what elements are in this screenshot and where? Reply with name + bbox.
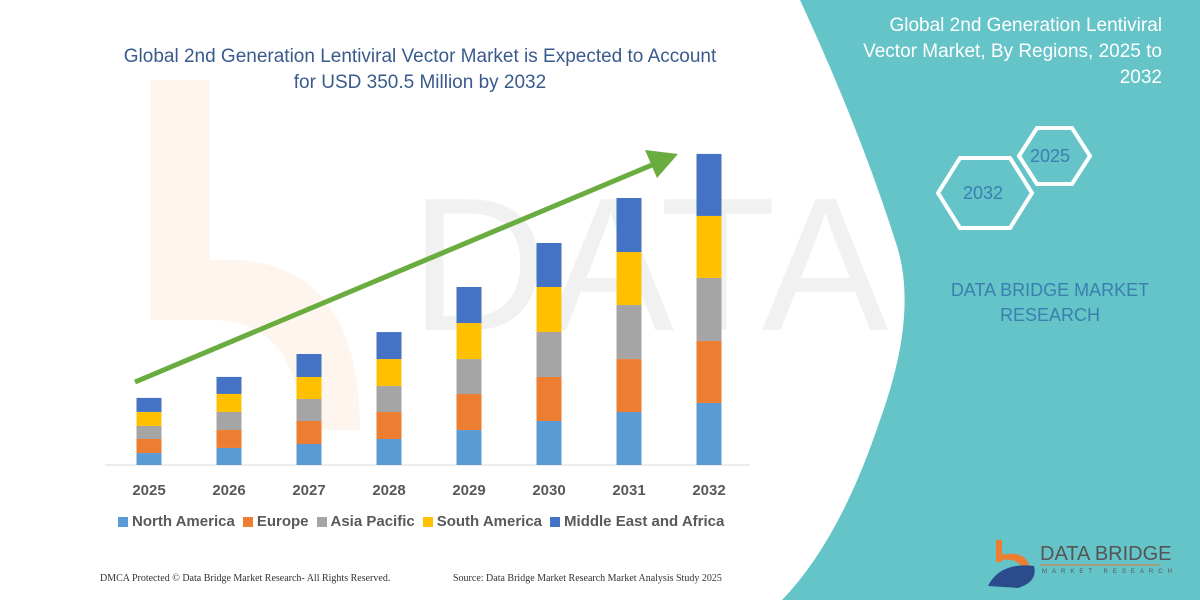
hexagon-2025: [1016, 126, 1093, 186]
bar-segment-south-america-2027: [296, 376, 322, 399]
legend-label: Europe: [256, 513, 309, 530]
bar-segment-asia-pacific-2031: [616, 305, 642, 360]
bar-segment-middle-east-and-africa-2028: [376, 332, 402, 360]
legend-label: Asia Pacific: [330, 513, 415, 530]
bar-segment-north-america-2026: [216, 447, 242, 465]
teal-panel: [782, 0, 1200, 600]
bar-segment-north-america-2029: [456, 430, 482, 465]
bar-segment-south-america-2029: [456, 323, 482, 360]
bar-segment-north-america-2031: [616, 412, 642, 465]
bar-segment-europe-2031: [616, 359, 642, 413]
x-tick-label: 2032: [692, 482, 725, 499]
panel-title: Global 2nd Generation Lentiviral Vector …: [863, 15, 1162, 88]
x-tick-label: 2026: [212, 482, 245, 499]
legend-label: South America: [436, 513, 543, 530]
bar-segment-asia-pacific-2027: [296, 398, 322, 421]
bar-segment-south-america-2030: [536, 287, 562, 332]
hexagon-2032: [935, 156, 1035, 230]
x-tick-label: 2027: [292, 482, 325, 499]
legend-item: Asia Pacific: [316, 513, 415, 530]
watermark: DATA: [150, 80, 889, 430]
legend-item: North America: [118, 513, 235, 530]
bar-segment-middle-east-and-africa-2025: [136, 397, 162, 412]
bar-segment-asia-pacific-2032: [696, 277, 722, 341]
legend-swatch: [550, 516, 561, 527]
legend-item: Middle East and Africa: [550, 513, 724, 530]
bar-segment-middle-east-and-africa-2027: [296, 353, 322, 377]
trend-arrow-head-icon: [645, 150, 678, 178]
bar-segment-middle-east-and-africa-2030: [536, 242, 562, 288]
svg-text:DATA: DATA: [410, 159, 889, 371]
bar-segment-europe-2025: [136, 439, 162, 454]
legend-swatch: [422, 516, 433, 527]
bar-segment-europe-2032: [696, 340, 722, 403]
bar-segment-europe-2028: [376, 412, 402, 440]
hex-label-2025: 2025: [1030, 146, 1071, 166]
x-tick-label: 2028: [372, 482, 405, 499]
bar-segment-south-america-2026: [216, 393, 242, 412]
bar-segment-europe-2030: [536, 376, 562, 421]
bar-segment-middle-east-and-africa-2029: [456, 287, 482, 324]
bar-segment-asia-pacific-2030: [536, 331, 562, 377]
bar-segment-middle-east-and-africa-2026: [216, 376, 242, 394]
bar-segment-north-america-2025: [136, 453, 162, 465]
legend-label: Middle East and Africa: [564, 513, 725, 530]
hex-label-2032: 2032: [963, 183, 1004, 203]
legend-label: North America: [132, 513, 235, 530]
bar-segment-middle-east-and-africa-2031: [616, 198, 642, 253]
x-tick-label: 2030: [532, 482, 565, 499]
trend-arrow-line: [134, 162, 653, 385]
bar-segment-north-america-2028: [376, 439, 402, 465]
x-tick-label: 2029: [452, 482, 485, 499]
chart-title: Global 2nd Generation Lentiviral Vector …: [123, 46, 717, 93]
legend: North America Europe Asia Pacific South Ame…: [118, 513, 724, 530]
x-tick-label: 2031: [612, 482, 645, 499]
bar-segment-asia-pacific-2026: [216, 411, 242, 430]
bar-segment-south-america-2025: [136, 411, 162, 426]
bar-segment-south-america-2028: [376, 359, 402, 387]
logo-text: DATA BRIDGE: [1040, 543, 1172, 565]
brand-text: DATA BRIDGE MARKET RESEARCH: [950, 280, 1150, 325]
bar-segment-middle-east-and-africa-2032: [696, 153, 722, 216]
bar-segment-europe-2029: [456, 394, 482, 431]
copyright-text: DMCA Protected © Data Bridge Market Rese…: [100, 573, 391, 584]
bar-segment-europe-2026: [216, 429, 242, 448]
legend-item: South America: [422, 513, 543, 530]
logo-icon: [988, 540, 1160, 588]
bar-segment-asia-pacific-2029: [456, 359, 482, 395]
source-text: Source: Data Bridge Market Research Mark…: [453, 573, 722, 584]
x-tick-label: 2025: [132, 482, 165, 499]
bar-segment-north-america-2032: [696, 402, 722, 465]
bar-segment-south-america-2031: [616, 252, 642, 306]
bar-segment-europe-2027: [296, 420, 322, 444]
bar-segment-north-america-2030: [536, 420, 562, 465]
logo-subtext: MARKET RESEARCH: [1042, 569, 1177, 575]
bar-segment-asia-pacific-2028: [376, 386, 402, 413]
bar-segment-asia-pacific-2025: [136, 425, 162, 440]
legend-swatch: [242, 516, 253, 527]
bar-segment-south-america-2032: [696, 215, 722, 278]
legend-item: Europe: [242, 513, 309, 530]
legend-swatch: [118, 516, 128, 527]
bar-segment-north-america-2027: [296, 443, 322, 465]
legend-swatch: [316, 516, 327, 527]
